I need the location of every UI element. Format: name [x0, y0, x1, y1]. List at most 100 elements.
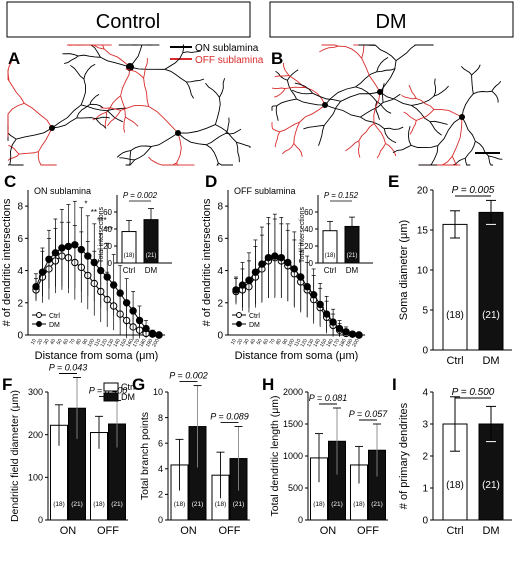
y-axis-label: Total intersections	[299, 206, 306, 263]
bar-chart-i: 0 1 2 3 4 # of primary dendrites (18) Ctrl (21) D…	[398, 387, 512, 537]
x-tick-label: 60	[262, 338, 270, 346]
dendrite-branch	[62, 53, 79, 57]
dendrite-branch	[125, 68, 144, 79]
dendrite-branch	[304, 87, 326, 106]
y-tick-label: 15	[417, 226, 429, 237]
y-tick-label: 8	[217, 202, 223, 213]
y-tick-label: 0	[422, 346, 428, 357]
x-tick-label: 40	[49, 338, 57, 346]
y-tick-label: 40	[304, 225, 313, 234]
x-tick-label: 90	[82, 338, 90, 346]
y-tick-label: 8	[17, 202, 23, 213]
charts: 0246810203040506070809010011012013014015…	[1, 185, 512, 537]
x-tick-label: 110	[293, 338, 302, 348]
legend-label: DM	[49, 322, 60, 329]
dendrite-branch	[107, 107, 127, 112]
x-tick-label: 30	[243, 338, 251, 346]
bar-dm	[344, 225, 360, 264]
dendrite-branch	[89, 103, 104, 109]
data-point-dm	[297, 273, 305, 281]
y-tick-label: 4	[422, 388, 428, 399]
dendrite-branch	[16, 127, 53, 140]
y-tick-label: 60	[103, 208, 112, 217]
x-tick-label: 150	[119, 338, 128, 348]
dendrite-branch	[416, 109, 435, 121]
y-tick-label: 0	[17, 331, 23, 342]
significance-marker: ***	[104, 226, 113, 235]
legend-marker	[36, 312, 42, 318]
x-tick-label: 200	[151, 338, 160, 348]
data-point-dm	[271, 252, 279, 260]
dendrite-branch	[461, 93, 474, 118]
dendrite-branch	[143, 78, 150, 107]
p-value: P = 0.043	[49, 362, 87, 372]
y-tick-label: 5	[422, 306, 428, 317]
x-tick-label: 140	[313, 338, 322, 348]
dendrite-branch	[324, 104, 361, 118]
y-tick-label: 6	[17, 234, 23, 245]
dendrite-branch	[216, 162, 219, 166]
y-tick-label: 200	[28, 430, 43, 440]
n-label: (18)	[313, 501, 325, 508]
dendrite-branch	[429, 120, 448, 125]
n-label: (18)	[325, 253, 336, 259]
y-tick-label: 0	[217, 331, 223, 342]
dendrite-branch	[164, 52, 184, 70]
x-tick-label: 200	[351, 338, 360, 348]
dendrite-branch	[401, 94, 417, 100]
x-tick-label: Ctrl	[123, 266, 136, 275]
dendrite-branch	[83, 63, 96, 80]
on-sublamina-legend-label: ON sublamina	[195, 43, 259, 54]
n-label: (21)	[146, 253, 157, 259]
n-label: (21)	[233, 501, 245, 508]
legend-label: Ctrl	[49, 313, 60, 320]
dendrite-branch	[76, 117, 97, 120]
n-label: (21)	[331, 501, 343, 508]
significance-marker: ***	[97, 216, 106, 225]
dendrite-branch	[379, 91, 412, 106]
x-tick-label: 190	[345, 338, 354, 348]
y-tick-label: 20	[304, 242, 313, 251]
dendrite-branch	[411, 95, 435, 106]
panel-letter-g: G	[132, 375, 145, 394]
x-tick-label: 40	[249, 338, 257, 346]
dendrite-branch	[176, 132, 182, 163]
x-tick-label: 120	[300, 338, 309, 348]
dendrite-branch	[78, 54, 101, 58]
dendrite-branch	[129, 150, 132, 166]
x-tick-label: ON	[60, 525, 77, 537]
dendrite-branch	[464, 141, 476, 159]
dendrite-branch	[185, 81, 194, 99]
dendrite-branch	[83, 44, 105, 50]
y-tick-label: 1000	[283, 451, 303, 461]
data-point-dm	[77, 245, 86, 254]
data-point-dm	[251, 268, 260, 276]
n-label: (21)	[111, 501, 123, 508]
x-tick-label: 10	[30, 338, 38, 346]
dendrite-branch	[123, 116, 126, 133]
dendrite-branch	[461, 65, 472, 76]
dendrite-branch	[385, 143, 397, 157]
y-tick-label: 100	[28, 472, 43, 482]
dendrite-branch	[148, 106, 179, 134]
dendrite-branch	[274, 75, 290, 78]
dendrite-branch	[285, 86, 306, 89]
y-tick-label: 0	[309, 259, 314, 268]
dendrite-branch	[434, 109, 463, 118]
y-tick-label: 0	[108, 259, 113, 268]
data-point-dm	[245, 276, 253, 284]
dendrite-branch	[182, 50, 201, 54]
dendrite-branch	[303, 124, 325, 130]
dendrite-branch	[296, 98, 326, 106]
dendrite-branch	[219, 78, 226, 98]
dendrite-branch	[464, 158, 471, 166]
dendrite-branch	[274, 88, 286, 98]
x-tick-label: 120	[100, 338, 109, 348]
legend-swatch	[103, 392, 119, 402]
control-header-label: Control	[96, 11, 160, 33]
dm-header-label: DM	[375, 11, 406, 33]
dendrite-branch	[358, 123, 375, 142]
soma	[459, 114, 465, 120]
x-tick-label: Ctrl	[446, 525, 463, 537]
